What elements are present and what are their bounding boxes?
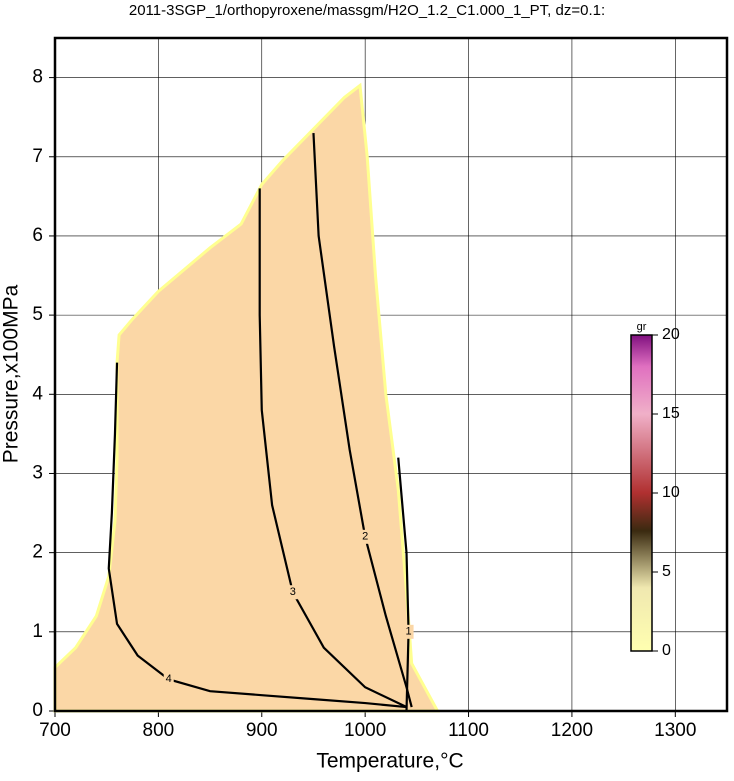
y-tick-label: 7 [32,146,43,167]
y-tick-label: 2 [32,542,43,563]
contour-line [107,362,407,709]
x-tick-label: 700 [39,720,71,741]
colorbar-tick-label: 10 [662,484,680,501]
colorbar-tick-label: 5 [662,563,671,580]
contour-label: 2 [362,531,368,543]
x-tick-label: 1100 [448,720,489,741]
chart-title: 2011-3SGP_1/orthopyroxene/massgm/H2O_1.2… [129,2,605,19]
colorbar-label: gr [637,321,647,333]
x-tick-label: 800 [143,720,175,741]
colorbar-tick-label: 15 [662,405,680,422]
x-tick-label: 1300 [654,720,696,741]
y-tick-label: 6 [32,225,43,246]
x-tick-label: 1000 [344,720,386,741]
x-axis-label: Temperature,°C [316,750,463,773]
y-axis-label: Pressure,x100MPa [0,284,23,463]
plot-frame [53,36,729,713]
x-tick-label: 900 [246,720,278,741]
field-area [53,82,441,713]
colorbar [630,334,653,652]
y-tick-label: 5 [32,304,43,325]
contour-line [258,188,407,709]
y-tick-label: 1 [32,621,43,642]
x-tick-label: 1200 [551,720,593,741]
colorbar-tick-label: 20 [662,326,680,343]
contour-line [312,132,413,708]
colorbar-tick-label: 0 [662,642,671,659]
y-tick-label: 0 [32,700,43,721]
contour-label: 1 [406,626,412,638]
contour-label: 4 [166,673,172,685]
y-tick-label: 4 [32,383,43,404]
contour-label: 3 [290,586,296,598]
contour-label-bg [360,529,371,544]
contour-label-bg [163,672,174,687]
contour-line [397,457,410,712]
y-tick-label: 3 [32,462,43,483]
contour-label-bg [287,585,298,600]
contour-label-bg [403,624,414,639]
y-tick-label: 8 [32,67,43,88]
